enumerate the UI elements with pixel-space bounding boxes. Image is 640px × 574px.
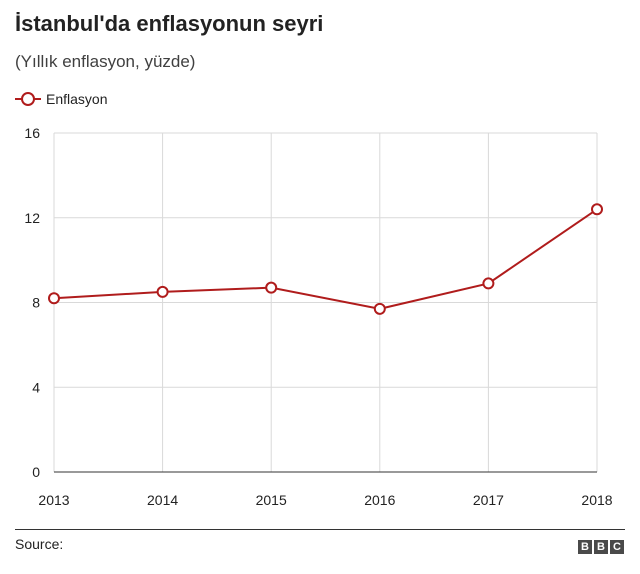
x-tick-label: 2014 [147,492,178,508]
bbc-logo-letter: B [578,540,592,554]
y-tick-label: 8 [32,295,40,311]
bbc-logo: B B C [578,540,624,554]
data-point [156,285,169,298]
x-tick-label: 2017 [473,492,504,508]
bbc-logo-letter: B [594,540,608,554]
x-tick-label: 2018 [581,492,612,508]
legend-marker-icon [15,92,41,106]
legend-label-enflasyon: Enflasyon [46,91,108,107]
legend: Enflasyon [15,89,107,109]
y-tick-label: 0 [32,464,40,480]
data-point [591,203,603,216]
data-point [48,292,60,305]
series-line-enflasyon [53,208,598,310]
x-tick-label: 2013 [38,492,69,508]
chart-subtitle: (Yıllık enflasyon, yüzde) [15,52,196,71]
y-tick-label: 4 [32,379,40,395]
data-point [373,302,386,315]
data-point [265,281,278,294]
footer-divider [15,529,625,530]
y-tick-label: 16 [24,125,40,141]
chart-title: İstanbul'da enflasyonun seyri [15,11,324,36]
bbc-logo-letter: C [610,540,624,554]
x-tick-label: 2016 [364,492,395,508]
x-tick-label: 2015 [256,492,287,508]
line-chart: 0 4 8 12 16 2013 2014 2015 2016 2017 2018 [24,125,612,508]
data-point [482,277,495,290]
y-tick-label: 12 [24,210,40,226]
source-label: Source: [15,536,64,552]
